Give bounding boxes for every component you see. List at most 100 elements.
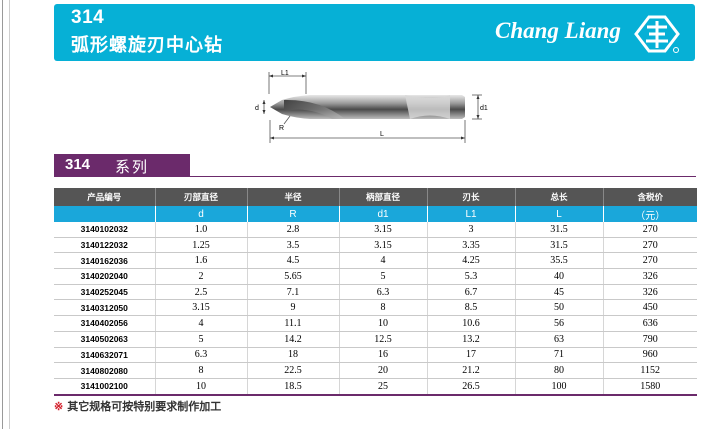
spec-cell: 3 <box>427 222 516 238</box>
spec-cell: 56 <box>515 315 604 332</box>
spec-cell: 14.2 <box>247 331 340 348</box>
spec-cell: 22.5 <box>247 362 340 379</box>
col-header-code: 产品编号 <box>54 188 156 206</box>
symbol-cell: d1 <box>339 206 428 222</box>
spec-cell: 5.3 <box>427 268 516 285</box>
spec-cell: 326 <box>603 268 697 285</box>
spec-cell: 4 <box>155 315 248 332</box>
footnote-mark: ※ <box>54 401 64 413</box>
spec-cell: 6.7 <box>427 284 516 301</box>
product-code-cell: 3140502063 <box>54 331 156 348</box>
spec-cell: 35.5 <box>515 252 604 270</box>
footnote-text: 其它规格可按特别要求制作加工 <box>67 401 222 413</box>
spec-cell: 80 <box>515 362 604 379</box>
col-header-radius: 半径 <box>247 188 340 206</box>
dim-label-l: L <box>380 131 384 138</box>
spec-cell: 12.5 <box>339 331 428 348</box>
spec-cell: 3.35 <box>427 237 516 254</box>
symbol-cell: d <box>155 206 248 222</box>
col-header-shank-diameter: 柄部直径 <box>339 188 428 206</box>
spec-cell: 50 <box>515 299 604 317</box>
table-row: 3141002100 10 18.5 25 26.5 100 1580 <box>54 378 697 396</box>
page-edge-line <box>2 0 3 429</box>
spec-cell: 3.5 <box>247 237 340 254</box>
product-code-cell: 3141002100 <box>54 378 156 396</box>
series-label: 314 系列 <box>54 154 190 176</box>
spec-cell: 2 <box>155 268 248 285</box>
product-code-cell: 3140162036 <box>54 252 156 270</box>
page-edge-line-inner <box>9 0 10 429</box>
col-header-price: 含税价 <box>603 188 697 206</box>
spec-cell: 7.1 <box>247 284 340 301</box>
spec-cell: 3.15 <box>155 299 248 317</box>
spec-cell: 960 <box>603 347 697 364</box>
spec-cell: 18 <box>247 347 340 364</box>
spec-cell: 10 <box>155 378 248 396</box>
spec-cell: 5 <box>155 331 248 348</box>
col-header-total-length: 总长 <box>515 188 604 206</box>
spec-cell: 2.5 <box>155 284 248 301</box>
dim-label-l1: L1 <box>281 70 289 77</box>
product-code-cell: 3140632071 <box>54 347 156 364</box>
spec-cell: 31.5 <box>515 237 604 254</box>
spec-cell: 270 <box>603 252 697 270</box>
spec-cell: 1.0 <box>155 222 248 238</box>
symbol-cell: L <box>515 206 604 222</box>
spec-cell: 63 <box>515 331 604 348</box>
spec-cell: 3.15 <box>339 237 428 254</box>
spec-cell: 270 <box>603 237 697 254</box>
table-row: 3140402056 4 11.1 10 10.6 56 636 <box>54 315 697 332</box>
spec-cell: 8 <box>339 299 428 317</box>
spec-cell: 11.1 <box>247 315 340 332</box>
spec-cell: 2.8 <box>247 222 340 238</box>
product-code-cell: 3140312050 <box>54 299 156 317</box>
spec-cell: 10.6 <box>427 315 516 332</box>
spec-cell: 1580 <box>603 378 697 396</box>
table-row: 3140802080 8 22.5 20 21.2 80 1152 <box>54 362 697 379</box>
center-drill-drawing: L1 d d1 R L <box>255 70 488 143</box>
spec-cell: 4.25 <box>427 252 516 270</box>
spec-cell: 21.2 <box>427 362 516 379</box>
table-row: 3140312050 3.15 9 8 8.5 50 450 <box>54 299 697 317</box>
spec-cell: 18.5 <box>247 378 340 396</box>
spec-cell: 8 <box>155 362 248 379</box>
spec-cell: 26.5 <box>427 378 516 396</box>
spec-cell: 5 <box>339 268 428 285</box>
spec-cell: 40 <box>515 268 604 285</box>
spec-cell: 450 <box>603 299 697 317</box>
product-name-title: 弧形螺旋刃中心钻 <box>71 35 223 55</box>
spec-cell: 45 <box>515 284 604 301</box>
spec-cell: 6.3 <box>339 284 428 301</box>
spec-cell: 1.6 <box>155 252 248 270</box>
spec-cell: 31.5 <box>515 222 604 238</box>
spec-cell: 1152 <box>603 362 697 379</box>
spec-cell: 4 <box>339 252 428 270</box>
table-symbol-row: d R d1 L1 L （元） <box>54 206 697 222</box>
table-row: 3140632071 6.3 18 16 17 71 960 <box>54 347 697 364</box>
dim-label-d1: d1 <box>480 105 488 112</box>
spec-cell: 17 <box>427 347 516 364</box>
spec-cell: 1.25 <box>155 237 248 254</box>
table-row: 3140162036 1.6 4.5 4 4.25 35.5 270 <box>54 252 697 270</box>
symbol-cell: R <box>247 206 340 222</box>
spec-cell: 13.2 <box>427 331 516 348</box>
product-code-cell: 3140252045 <box>54 284 156 301</box>
product-code-cell: 3140202040 <box>54 268 156 285</box>
symbol-cell <box>54 206 156 222</box>
table-row: 3140102032 1.0 2.8 3.15 3 31.5 270 <box>54 222 697 238</box>
table-header-row: 产品编号 刃部直径 半径 柄部直径 刃长 总长 含税价 <box>54 188 697 206</box>
spec-cell: 3.15 <box>339 222 428 238</box>
footnote: ※ 其它规格可按特别要求制作加工 <box>54 398 221 414</box>
dim-label-d: d <box>255 105 259 112</box>
product-code-cell: 3140402056 <box>54 315 156 332</box>
product-code-cell: 3140802080 <box>54 362 156 379</box>
spec-cell: 4.5 <box>247 252 340 270</box>
product-code-cell: 3140122032 <box>54 237 156 254</box>
title-banner: 314 弧形螺旋刃中心钻 Chang Liang <box>54 4 695 61</box>
symbol-cell: L1 <box>427 206 516 222</box>
table-row: 3140502063 5 14.2 12.5 13.2 63 790 <box>54 331 697 348</box>
spec-cell: 270 <box>603 222 697 238</box>
spec-cell: 71 <box>515 347 604 364</box>
spec-cell: 16 <box>339 347 428 364</box>
col-header-flute-length: 刃长 <box>427 188 516 206</box>
